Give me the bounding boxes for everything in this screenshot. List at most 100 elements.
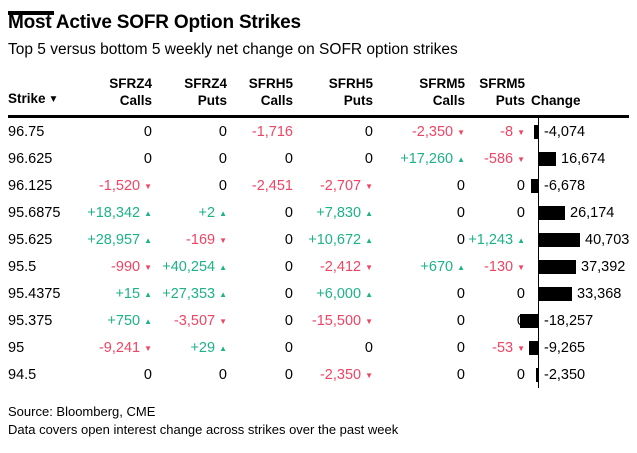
value-cell: 0 (284, 366, 293, 383)
column-header-strike: Strike ▼ (8, 75, 68, 118)
source-note: Source: Bloomberg, CME (8, 404, 156, 419)
table-row: 95.6875 +18,342 ▲ +2 ▲ 0 +7,830 ▲ 0 0 26,174 (8, 199, 629, 226)
column-header-top-label: SFRM5 (479, 76, 525, 91)
change-value: 33,368 (577, 285, 622, 302)
change-cell: -2,350 (525, 361, 629, 388)
value-cell: 0 (465, 307, 525, 334)
value-cell: 0 (143, 150, 152, 167)
value-cell: 0 (516, 204, 525, 221)
change-value: 16,674 (561, 150, 606, 167)
page-title: Most Active SOFR Option Strikes (8, 12, 301, 33)
strike-cell: 95.4375 (8, 285, 61, 302)
down-arrow-icon: ▼ (365, 316, 373, 326)
column-header-top-label: SFRZ4 (109, 76, 152, 91)
value-cell: +7,830 ▲ (316, 204, 373, 221)
value-cell: 0 (456, 366, 465, 383)
value-cell: -8 ▼ (500, 123, 525, 140)
change-cell: -9,265 (525, 334, 629, 361)
value-cell: 0 (218, 366, 227, 383)
value-cell: 0 (284, 312, 293, 329)
down-arrow-icon: ▼ (517, 154, 525, 164)
bloomberg-graphic: Most Active SOFR Option Strikes Top 5 ve… (0, 11, 637, 439)
column-header-bottom-label: Strike ▼ (8, 91, 59, 106)
change-bar (539, 286, 572, 301)
down-arrow-icon: ▼ (144, 343, 152, 353)
sort-descending-icon: ▼ (48, 94, 59, 105)
value-cell: -1,716 (251, 123, 293, 140)
value-cell: -130 ▼ (484, 258, 525, 275)
change-bar (539, 232, 580, 247)
down-arrow-icon: ▼ (457, 127, 465, 137)
column-header-calls-sfrh5: SFRH5 Calls (227, 75, 293, 118)
value-cell: 0 (456, 312, 465, 329)
value-cell: +17,260 ▲ (400, 150, 465, 167)
change-value: -4,074 (544, 123, 586, 140)
column-header-bottom-label: Calls (260, 93, 293, 108)
column-header-bottom-label: Puts (343, 93, 373, 108)
value-cell: 0 (516, 285, 525, 302)
up-arrow-icon: ▲ (219, 262, 227, 272)
value-cell: 0 (456, 204, 465, 221)
down-arrow-icon: ▼ (365, 370, 373, 380)
column-header-puts-sfrh5: SFRH5 Puts (293, 75, 373, 118)
value-cell: +10,672 ▲ (308, 231, 373, 248)
change-cell: -4,074 (525, 116, 629, 146)
change-value: -18,257 (544, 312, 594, 329)
value-cell: 0 (284, 258, 293, 275)
value-cell: -3,507 ▼ (173, 312, 227, 329)
down-arrow-icon: ▼ (144, 262, 152, 272)
strike-cell: 96.75 (8, 123, 45, 140)
value-cell: 0 (364, 123, 373, 140)
up-arrow-icon: ▲ (365, 235, 373, 245)
table-row: 96.75 0 0 -1,716 0 -2,350 ▼ -8 ▼ -4,074 (8, 116, 629, 146)
down-arrow-icon: ▼ (365, 181, 373, 191)
value-cell: 0 (516, 177, 525, 194)
value-cell: +18,342 ▲ (87, 204, 152, 221)
value-cell: 0 (284, 339, 293, 356)
strike-cell: 95.375 (8, 312, 53, 329)
value-cell: 0 (284, 285, 293, 302)
table-body: 96.75 0 0 -1,716 0 -2,350 ▼ -8 ▼ -4,074 96.625 0 0 0 0… (8, 116, 629, 388)
column-header-calls-sfrz4: SFRZ4 Calls (68, 75, 152, 118)
table-row: 94.5 0 0 0 -2,350 ▼ 0 0 -2,350 (8, 361, 629, 388)
change-cell: 16,674 (525, 145, 629, 172)
up-arrow-icon: ▲ (144, 289, 152, 299)
column-header-calls-sfrm5: SFRM5 Calls (373, 75, 465, 118)
column-header-top-label: SFRH5 (328, 76, 373, 91)
strike-cell: 95.625 (8, 231, 53, 248)
value-cell: 0 (364, 339, 373, 356)
change-bar (539, 151, 556, 166)
table-row: 96.625 0 0 0 0 +17,260 ▲ -586 ▼ 16,674 (8, 145, 629, 172)
down-arrow-icon: ▼ (517, 127, 525, 137)
value-cell: 0 (284, 231, 293, 248)
change-bar (529, 340, 538, 355)
change-value: -2,350 (544, 366, 586, 383)
change-cell: -6,678 (525, 172, 629, 199)
table-row: 95.4375 +15 ▲ +27,353 ▲ 0 +6,000 ▲ 0 0 33,368 (8, 280, 629, 307)
value-cell: +15 ▲ (115, 285, 152, 302)
column-header-bottom-label: Puts (197, 93, 227, 108)
value-cell: -2,451 (251, 177, 293, 194)
value-cell: -990 ▼ (111, 258, 152, 275)
subtitle: Top 5 versus bottom 5 weekly net change … (8, 41, 458, 58)
column-header-bottom-label: Calls (119, 93, 152, 108)
column-header-top-label: SFRH5 (248, 76, 293, 91)
value-cell: -2,707 ▼ (319, 177, 373, 194)
table-header: Strike ▼ SFRZ4 Calls SFRZ4 Puts SFRH5 Calls SFRH… (8, 75, 629, 118)
value-cell: 0 (143, 123, 152, 140)
column-header-top-label: SFRZ4 (184, 76, 227, 91)
strike-cell: 95.5 (8, 258, 37, 275)
change-value: 37,392 (581, 258, 626, 275)
change-bar (536, 367, 538, 382)
value-cell: +29 ▲ (190, 339, 227, 356)
up-arrow-icon: ▲ (365, 289, 373, 299)
value-cell: -15,500 ▼ (311, 312, 373, 329)
value-cell: 0 (364, 150, 373, 167)
change-bar (531, 178, 538, 193)
column-header-change: Change (525, 75, 629, 118)
change-bar (539, 205, 565, 220)
column-header-bottom-label: Change (531, 93, 581, 108)
value-cell: -169 ▼ (186, 231, 227, 248)
up-arrow-icon: ▲ (219, 343, 227, 353)
change-bar (539, 259, 576, 274)
